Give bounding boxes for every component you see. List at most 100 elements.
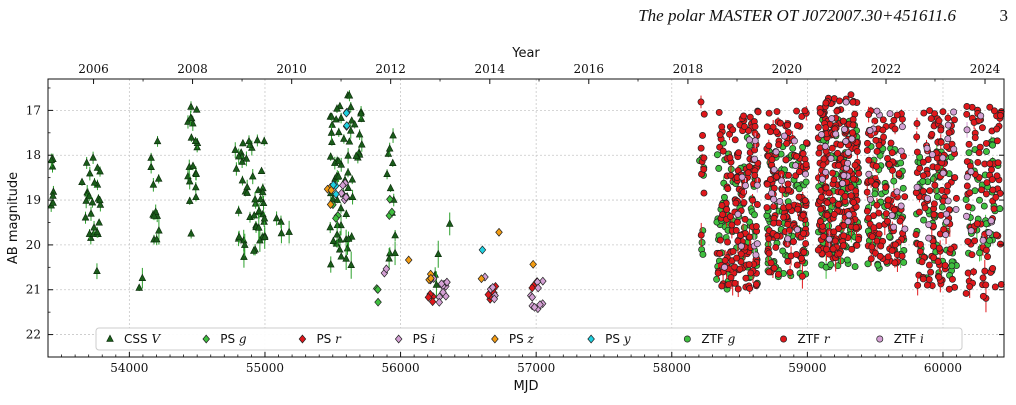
data-point — [888, 211, 896, 219]
data-point — [753, 181, 761, 189]
x-tick-label: 59000 — [788, 361, 826, 375]
data-point — [726, 154, 734, 162]
data-point — [989, 141, 997, 149]
data-point — [347, 102, 355, 110]
data-point — [850, 198, 858, 206]
data-point — [765, 268, 773, 276]
data-point — [963, 182, 971, 190]
x-tick-label: 57000 — [517, 361, 555, 375]
legend-marker — [780, 335, 788, 343]
data-point — [945, 285, 953, 293]
data-point — [718, 123, 726, 131]
data-point — [835, 225, 842, 233]
legend-label: ZTF i — [894, 332, 924, 346]
data-point — [872, 181, 880, 189]
data-point — [334, 171, 343, 180]
data-point — [965, 149, 973, 157]
data-point — [428, 297, 437, 307]
data-point — [864, 214, 872, 222]
data-point — [357, 109, 365, 117]
data-point — [794, 205, 802, 213]
data-point — [840, 222, 848, 230]
data-point — [88, 198, 97, 206]
data-point — [944, 121, 952, 129]
data-point — [979, 292, 987, 300]
data-point — [253, 135, 262, 144]
data-point — [890, 223, 898, 231]
data-point — [432, 280, 441, 288]
data-point — [388, 207, 396, 217]
data-point — [753, 240, 761, 248]
data-point — [326, 259, 335, 268]
data-point — [841, 125, 848, 133]
data-point — [925, 261, 933, 269]
data-point — [772, 243, 780, 251]
data-point — [185, 177, 194, 185]
data-point — [851, 263, 859, 270]
data-point — [887, 139, 895, 147]
data-point — [742, 182, 749, 190]
data-point — [768, 156, 776, 163]
data-point — [697, 144, 705, 152]
data-point — [802, 178, 810, 186]
data-point — [439, 287, 447, 297]
legend-label: PS z — [509, 332, 535, 346]
data-point — [835, 201, 842, 208]
data-point — [329, 180, 338, 190]
data-point — [434, 249, 443, 258]
data-point — [962, 289, 970, 297]
data-point — [779, 247, 787, 255]
data-point — [765, 235, 773, 243]
data-point — [740, 112, 748, 120]
data-point — [935, 273, 943, 281]
data-point — [342, 209, 351, 218]
data-point — [343, 121, 351, 131]
data-point — [981, 267, 989, 275]
data-point — [326, 222, 335, 231]
data-point — [825, 235, 833, 243]
data-point — [963, 126, 971, 134]
data-point — [919, 178, 927, 185]
data-point — [899, 184, 907, 192]
data-point — [793, 107, 801, 115]
data-point — [897, 202, 905, 210]
data-point — [155, 226, 163, 234]
data-point — [821, 142, 829, 150]
data-point — [839, 179, 847, 187]
data-point — [948, 275, 956, 283]
data-point — [374, 297, 382, 307]
data-point — [952, 205, 960, 213]
legend-marker — [106, 334, 114, 342]
data-point — [891, 125, 899, 133]
data-point — [96, 200, 105, 208]
data-point — [847, 183, 855, 191]
year-tick-label: 2016 — [574, 62, 605, 76]
legend-label: PS i — [413, 332, 436, 346]
data-point — [348, 192, 357, 200]
data-point — [920, 216, 927, 224]
data-point — [346, 126, 355, 134]
data-point — [939, 169, 947, 177]
data-point — [793, 226, 801, 234]
data-point — [337, 113, 345, 121]
data-point — [919, 275, 927, 283]
year-tick-label: 2008 — [177, 62, 208, 76]
data-point — [187, 229, 195, 237]
year-tick-label: 2014 — [475, 62, 506, 76]
data-point — [785, 171, 793, 179]
data-point — [919, 187, 927, 195]
data-point — [800, 248, 808, 256]
data-point — [529, 259, 537, 269]
data-point — [333, 195, 342, 203]
data-point — [751, 155, 759, 163]
data-point — [333, 104, 341, 112]
data-point — [772, 148, 780, 156]
data-point — [966, 283, 974, 291]
data-point — [944, 114, 952, 122]
data-point — [240, 252, 248, 260]
data-point — [867, 255, 875, 263]
data-point — [745, 163, 753, 171]
data-point — [728, 221, 736, 229]
data-point — [737, 231, 744, 239]
data-points — [47, 90, 1005, 314]
